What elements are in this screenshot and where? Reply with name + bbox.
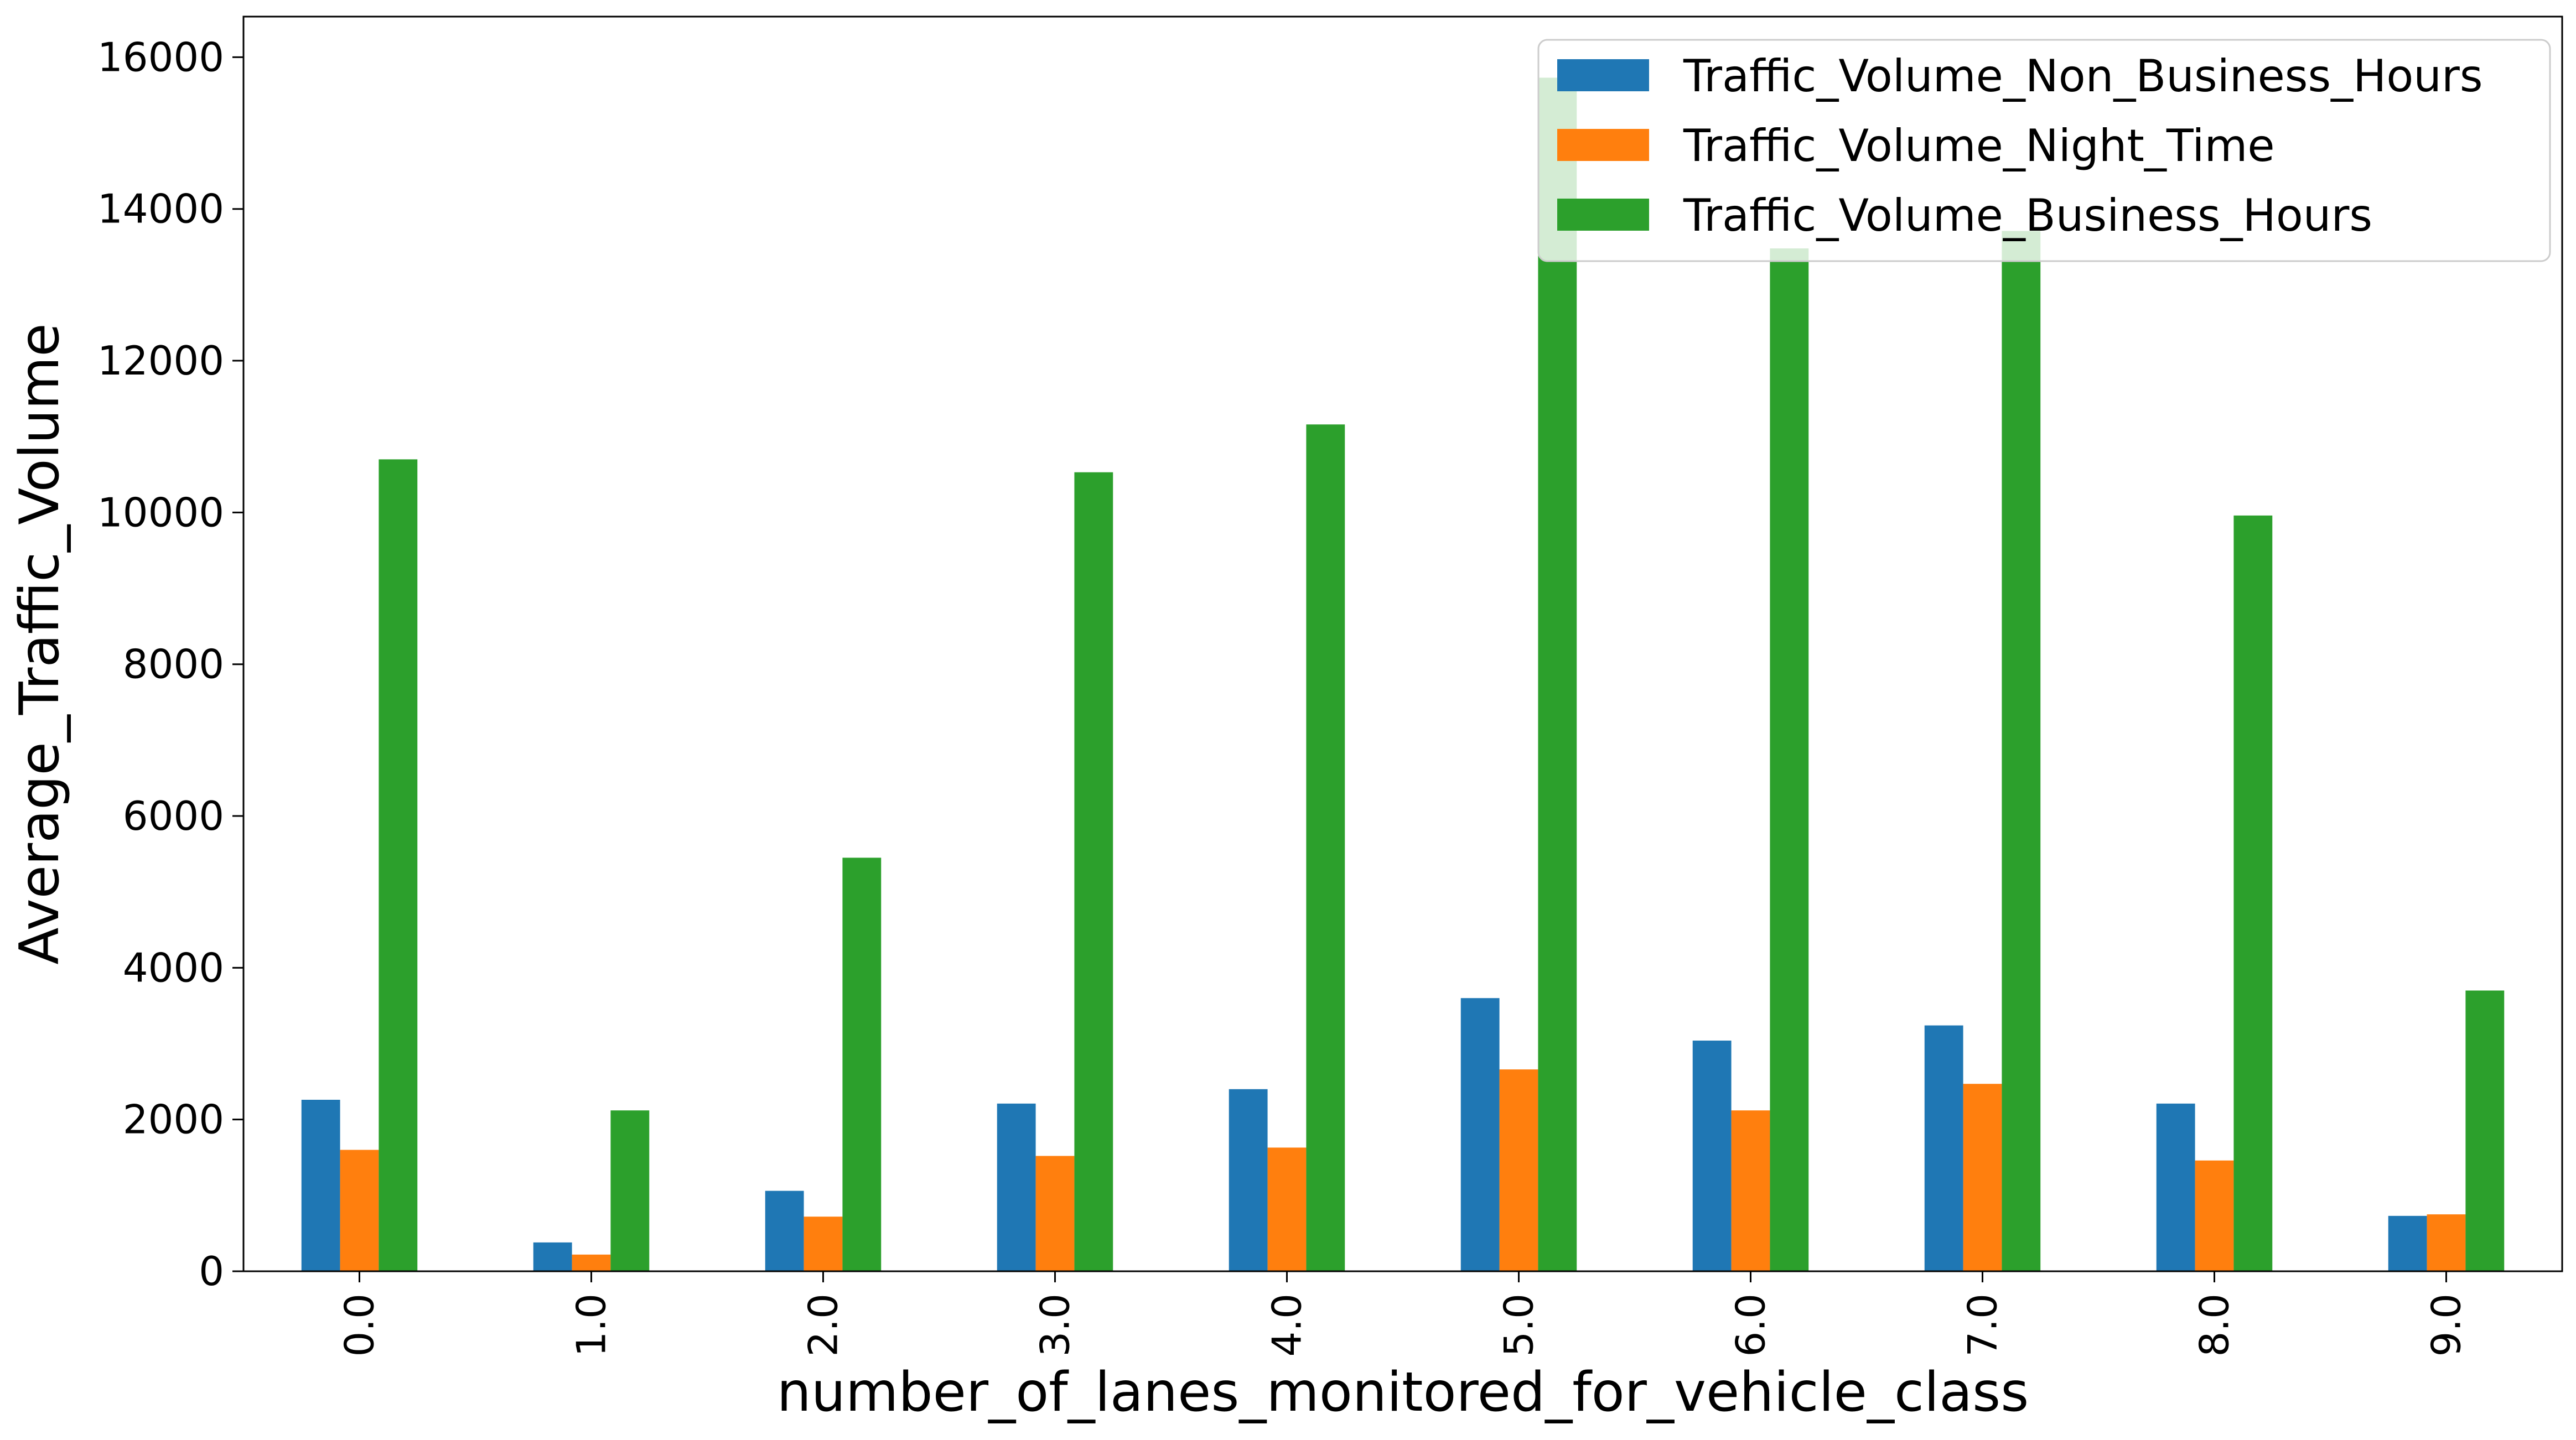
- bar-Traffic_Volume_Business_Hours-7.0: [2002, 231, 2041, 1271]
- legend-label: Traffic_Volume_Business_Hours: [1683, 190, 2372, 241]
- x-tick-label: 3.0: [1032, 1293, 1079, 1357]
- x-tick-label: 8.0: [2191, 1293, 2238, 1357]
- bar-Traffic_Volume_Night_Time-0.0: [340, 1150, 379, 1271]
- plot-frame: [242, 15, 2563, 1272]
- x-axis: 0.0 1.0 2.0 3.0 4.0 5.0 6.0 7.0 8.0 9.0: [336, 1271, 2470, 1357]
- bar-Traffic_Volume_Non_Business_Hours-2.0: [765, 1191, 804, 1271]
- y-tick-label: 16000: [97, 34, 224, 80]
- y-tick-label: 6000: [123, 793, 224, 839]
- y-axis-label: Average_Traffic_Volume: [8, 323, 71, 964]
- x-tick-label: 5.0: [1496, 1293, 1542, 1357]
- bar-Traffic_Volume_Night_Time-4.0: [1267, 1147, 1307, 1271]
- bar-Traffic_Volume_Non_Business_Hours-9.0: [2388, 1215, 2427, 1271]
- bar-Traffic_Volume_Business_Hours-0.0: [379, 459, 418, 1271]
- y-tick-label: 12000: [97, 337, 224, 384]
- legend: Traffic_Volume_Non_Business_Hours Traffic…: [1537, 39, 2551, 262]
- x-tick-label: 9.0: [2423, 1293, 2470, 1357]
- bar-Traffic_Volume_Night_Time-7.0: [1963, 1084, 2002, 1271]
- x-tick-label: 0.0: [336, 1293, 383, 1357]
- y-tick-label: 8000: [123, 641, 224, 688]
- y-tick-label: 0: [199, 1248, 224, 1295]
- bar-Traffic_Volume_Non_Business_Hours-1.0: [533, 1242, 572, 1271]
- legend-label: Traffic_Volume_Non_Business_Hours: [1683, 50, 2483, 102]
- bar-Traffic_Volume_Non_Business_Hours-5.0: [1460, 998, 1500, 1271]
- bar-Traffic_Volume_Non_Business_Hours-8.0: [2156, 1103, 2195, 1271]
- y-axis: 0 2000 4000 6000 8000 10000 12000 14000 16000: [97, 34, 243, 1295]
- y-tick-label: 4000: [123, 944, 224, 991]
- bar-Traffic_Volume_Non_Business_Hours-0.0: [301, 1100, 340, 1271]
- y-tick-label: 14000: [97, 186, 224, 232]
- bar-Traffic_Volume_Business_Hours-4.0: [1306, 424, 1345, 1271]
- bar-Traffic_Volume_Night_Time-5.0: [1499, 1069, 1538, 1271]
- bar-Traffic_Volume_Night_Time-1.0: [572, 1254, 611, 1271]
- legend-label: Traffic_Volume_Night_Time: [1683, 120, 2275, 171]
- bar-Traffic_Volume_Business_Hours-8.0: [2233, 515, 2273, 1272]
- bar-Traffic_Volume_Night_Time-3.0: [1035, 1156, 1075, 1271]
- bar-Traffic_Volume_Business_Hours-1.0: [610, 1110, 650, 1271]
- bar-Traffic_Volume_Business_Hours-5.0: [1538, 77, 1577, 1271]
- bar-Traffic_Volume_Business_Hours-2.0: [842, 857, 882, 1271]
- legend-swatch: [1557, 59, 1649, 91]
- legend-box: [1537, 39, 2551, 262]
- bar-Traffic_Volume_Non_Business_Hours-4.0: [1229, 1089, 1268, 1271]
- y-tick-label: 2000: [123, 1096, 224, 1143]
- bar-Traffic_Volume_Non_Business_Hours-6.0: [1692, 1041, 1732, 1271]
- x-tick-label: 7.0: [1960, 1293, 2006, 1357]
- x-axis-label: number_of_lanes_monitored_for_vehicle_cl…: [777, 1361, 2029, 1424]
- y-tick-label: 10000: [97, 489, 224, 536]
- bar-Traffic_Volume_Business_Hours-6.0: [1770, 248, 1809, 1271]
- bar-Traffic_Volume_Non_Business_Hours-3.0: [997, 1103, 1036, 1271]
- bar-Traffic_Volume_Night_Time-9.0: [2427, 1214, 2466, 1271]
- legend-swatch: [1557, 199, 1649, 231]
- bar-Traffic_Volume_Business_Hours-9.0: [2465, 990, 2505, 1271]
- bar-Traffic_Volume_Night_Time-6.0: [1731, 1110, 1770, 1271]
- bar-Traffic_Volume_Non_Business_Hours-7.0: [1924, 1025, 1963, 1271]
- x-tick-label: 6.0: [1728, 1293, 1774, 1357]
- bar-Traffic_Volume_Business_Hours-3.0: [1074, 472, 1113, 1271]
- x-tick-label: 2.0: [800, 1293, 847, 1357]
- x-tick-label: 1.0: [568, 1293, 615, 1357]
- bars-group: [301, 77, 2505, 1272]
- legend-swatch: [1557, 129, 1649, 161]
- x-tick-label: 4.0: [1264, 1293, 1310, 1357]
- bar-Traffic_Volume_Night_Time-2.0: [804, 1217, 843, 1271]
- bar-Traffic_Volume_Night_Time-8.0: [2195, 1160, 2234, 1271]
